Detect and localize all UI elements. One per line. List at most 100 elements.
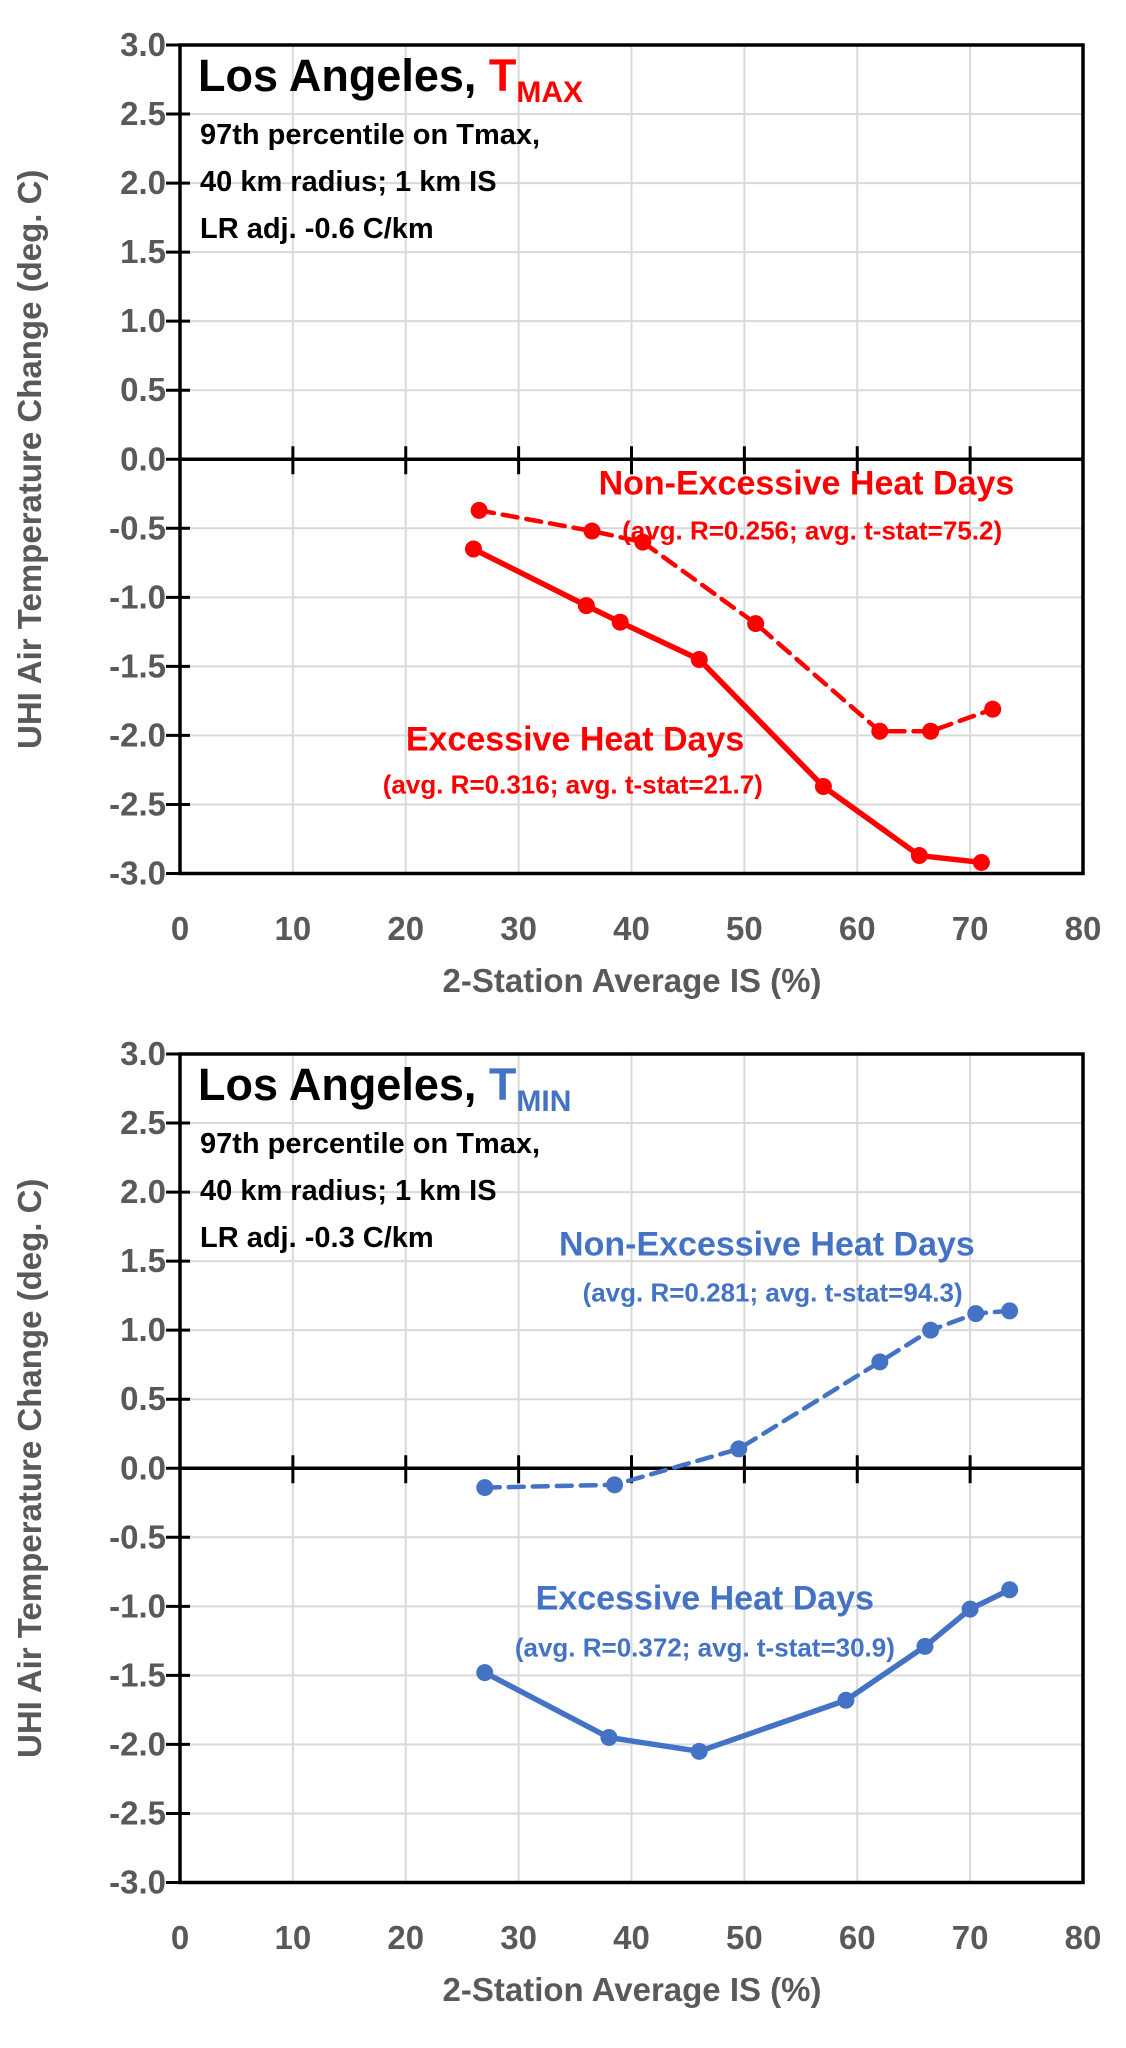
chart-title: Los Angeles, TMAX — [198, 50, 583, 110]
x-axis-title: 2-Station Average IS (%) — [442, 1971, 822, 2008]
x-tick-label: 80 — [1065, 910, 1102, 947]
x-tick-label: 30 — [500, 910, 537, 947]
x-tick-label: 80 — [1065, 1919, 1102, 1956]
x-tick-label: 30 — [500, 1919, 537, 1956]
chart-title-subscript: MIN — [516, 1085, 572, 1118]
series-label-non-excessive: Non-Excessive Heat Days — [559, 1225, 975, 1264]
data-point — [967, 1305, 985, 1323]
y-tick-label: -1.5 — [109, 647, 166, 684]
chart-subtitle: 97th percentile on Tmax, 40 km radius; 1… — [200, 1121, 540, 1262]
series-stats-non-excessive: (avg. R=0.281; avg. t-stat=94.3) — [582, 1277, 963, 1308]
data-point — [747, 615, 765, 633]
y-tick-label: 0.5 — [120, 1380, 166, 1417]
y-axis-title: UHI Air Temperature Change (deg. C) — [11, 1178, 48, 1759]
y-tick-label: -2.0 — [109, 716, 166, 753]
chart-title-city: Los Angeles, — [198, 1059, 489, 1110]
data-point — [690, 650, 708, 668]
data-point — [583, 522, 601, 540]
series-label-excessive: Excessive Heat Days — [405, 720, 745, 759]
y-tick-label: -2.0 — [109, 1725, 166, 1762]
y-tick-label: 0.0 — [120, 440, 166, 477]
series-line-excessive — [470, 546, 985, 866]
data-point — [972, 853, 990, 871]
data-point — [916, 1637, 934, 1655]
x-tick-label: 0 — [171, 1919, 189, 1956]
x-tick-label: 60 — [839, 1919, 876, 1956]
data-point — [606, 1476, 624, 1494]
y-axis-title: UHI Air Temperature Change (deg. C) — [11, 169, 48, 750]
x-tick-label: 70 — [952, 1919, 989, 1956]
y-tick-label: 2.0 — [120, 1173, 166, 1210]
subtitle-line: 40 km radius; 1 km IS — [200, 1175, 497, 1207]
x-tick-label: 20 — [387, 1919, 424, 1956]
data-point — [476, 1664, 494, 1682]
y-tick-label: 3.0 — [120, 1035, 166, 1072]
y-tick-label: 2.5 — [120, 95, 166, 132]
data-point — [984, 700, 1002, 718]
data-point — [634, 533, 652, 551]
data-point — [871, 1353, 889, 1371]
y-tick-label: 1.5 — [120, 233, 166, 270]
y-tick-label: -0.5 — [109, 1518, 166, 1555]
y-tick-label: 0.0 — [120, 1449, 166, 1486]
x-axis-title: 2-Station Average IS (%) — [442, 962, 822, 999]
y-tick-label: -1.0 — [109, 1587, 166, 1624]
data-point — [730, 1440, 748, 1458]
subtitle-line: 97th percentile on Tmax, — [200, 119, 541, 151]
subtitle-line: 40 km radius; 1 km IS — [200, 166, 497, 198]
data-point — [837, 1691, 855, 1709]
data-point — [922, 1321, 940, 1339]
x-tick-label: 70 — [952, 910, 989, 947]
y-tick-label: -1.5 — [109, 1656, 166, 1693]
series-stats-excessive: (avg. R=0.316; avg. t-stat=21.7) — [382, 769, 763, 800]
data-point — [961, 1600, 979, 1618]
data-point — [476, 1479, 494, 1497]
data-point — [1001, 1581, 1019, 1599]
y-tick-label: 2.0 — [120, 164, 166, 201]
y-tick-label: 1.0 — [120, 302, 166, 339]
data-point — [464, 540, 482, 558]
x-tick-label: 50 — [726, 910, 763, 947]
series-stats-non-excessive: (avg. R=0.256; avg. t-stat=75.2) — [622, 515, 1003, 546]
x-tick-label: 50 — [726, 1919, 763, 1956]
y-tick-label: -2.5 — [109, 1794, 166, 1831]
series-label-excessive: Excessive Heat Days — [535, 1579, 875, 1618]
data-point — [690, 1742, 708, 1760]
y-tick-label: 2.5 — [120, 1104, 166, 1141]
tmin-chart: 0 10 20 30 40 50 60 70 80 3.0 2.5 2.0 1.5 1.0 0.5 0.0 -0… — [0, 1009, 1126, 2033]
chart-title-symbol: T — [488, 50, 517, 101]
y-tick-label: 1.0 — [120, 1311, 166, 1348]
chart-title-symbol: T — [488, 1059, 517, 1110]
tmax-plot-canvas: 0 10 20 30 40 50 60 70 80 3.0 2.5 2.0 1.5 1.0 0.5 0.0 -0… — [109, 26, 1102, 947]
data-point — [577, 597, 595, 615]
data-point — [611, 613, 629, 631]
x-tick-label: 10 — [275, 910, 312, 947]
series-stats-excessive: (avg. R=0.372; avg. t-stat=30.9) — [514, 1632, 895, 1663]
chart-subtitle: 97th percentile on Tmax, 40 km radius; 1… — [200, 112, 540, 253]
data-point — [814, 778, 832, 796]
data-point — [600, 1729, 618, 1747]
series-label-non-excessive: Non-Excessive Heat Days — [598, 464, 1015, 503]
y-tick-label: -0.5 — [109, 509, 166, 546]
data-point — [871, 722, 889, 740]
y-tick-label: 3.0 — [120, 26, 166, 63]
tmin-plot-canvas: 0 10 20 30 40 50 60 70 80 3.0 2.5 2.0 1.5 1.0 0.5 0.0 -0… — [109, 1035, 1102, 1956]
y-tick-label: 1.5 — [120, 1242, 166, 1279]
y-tick-label: -3.0 — [109, 1864, 166, 1901]
data-point — [470, 501, 488, 519]
subtitle-line: LR adj. -0.6 C/km — [200, 213, 434, 245]
data-point — [922, 722, 940, 740]
x-tick-label: 40 — [613, 910, 650, 947]
y-tick-label: -2.5 — [109, 785, 166, 822]
chart-title-city: Los Angeles, — [198, 50, 489, 101]
x-tick-label: 0 — [171, 910, 189, 947]
chart-title-subscript: MAX — [516, 76, 584, 109]
subtitle-line: LR adj. -0.3 C/km — [200, 1222, 434, 1254]
x-tick-label: 60 — [839, 910, 876, 947]
chart-title: Los Angeles, TMIN — [198, 1059, 571, 1119]
y-tick-label: 0.5 — [120, 371, 166, 408]
subtitle-line: 97th percentile on Tmax, — [200, 1128, 541, 1160]
x-tick-label: 20 — [387, 910, 424, 947]
tmax-chart: 0 10 20 30 40 50 60 70 80 3.0 2.5 2.0 1.5 1.0 0.5 0.0 -0… — [11, 26, 1102, 999]
data-point — [1001, 1302, 1019, 1320]
